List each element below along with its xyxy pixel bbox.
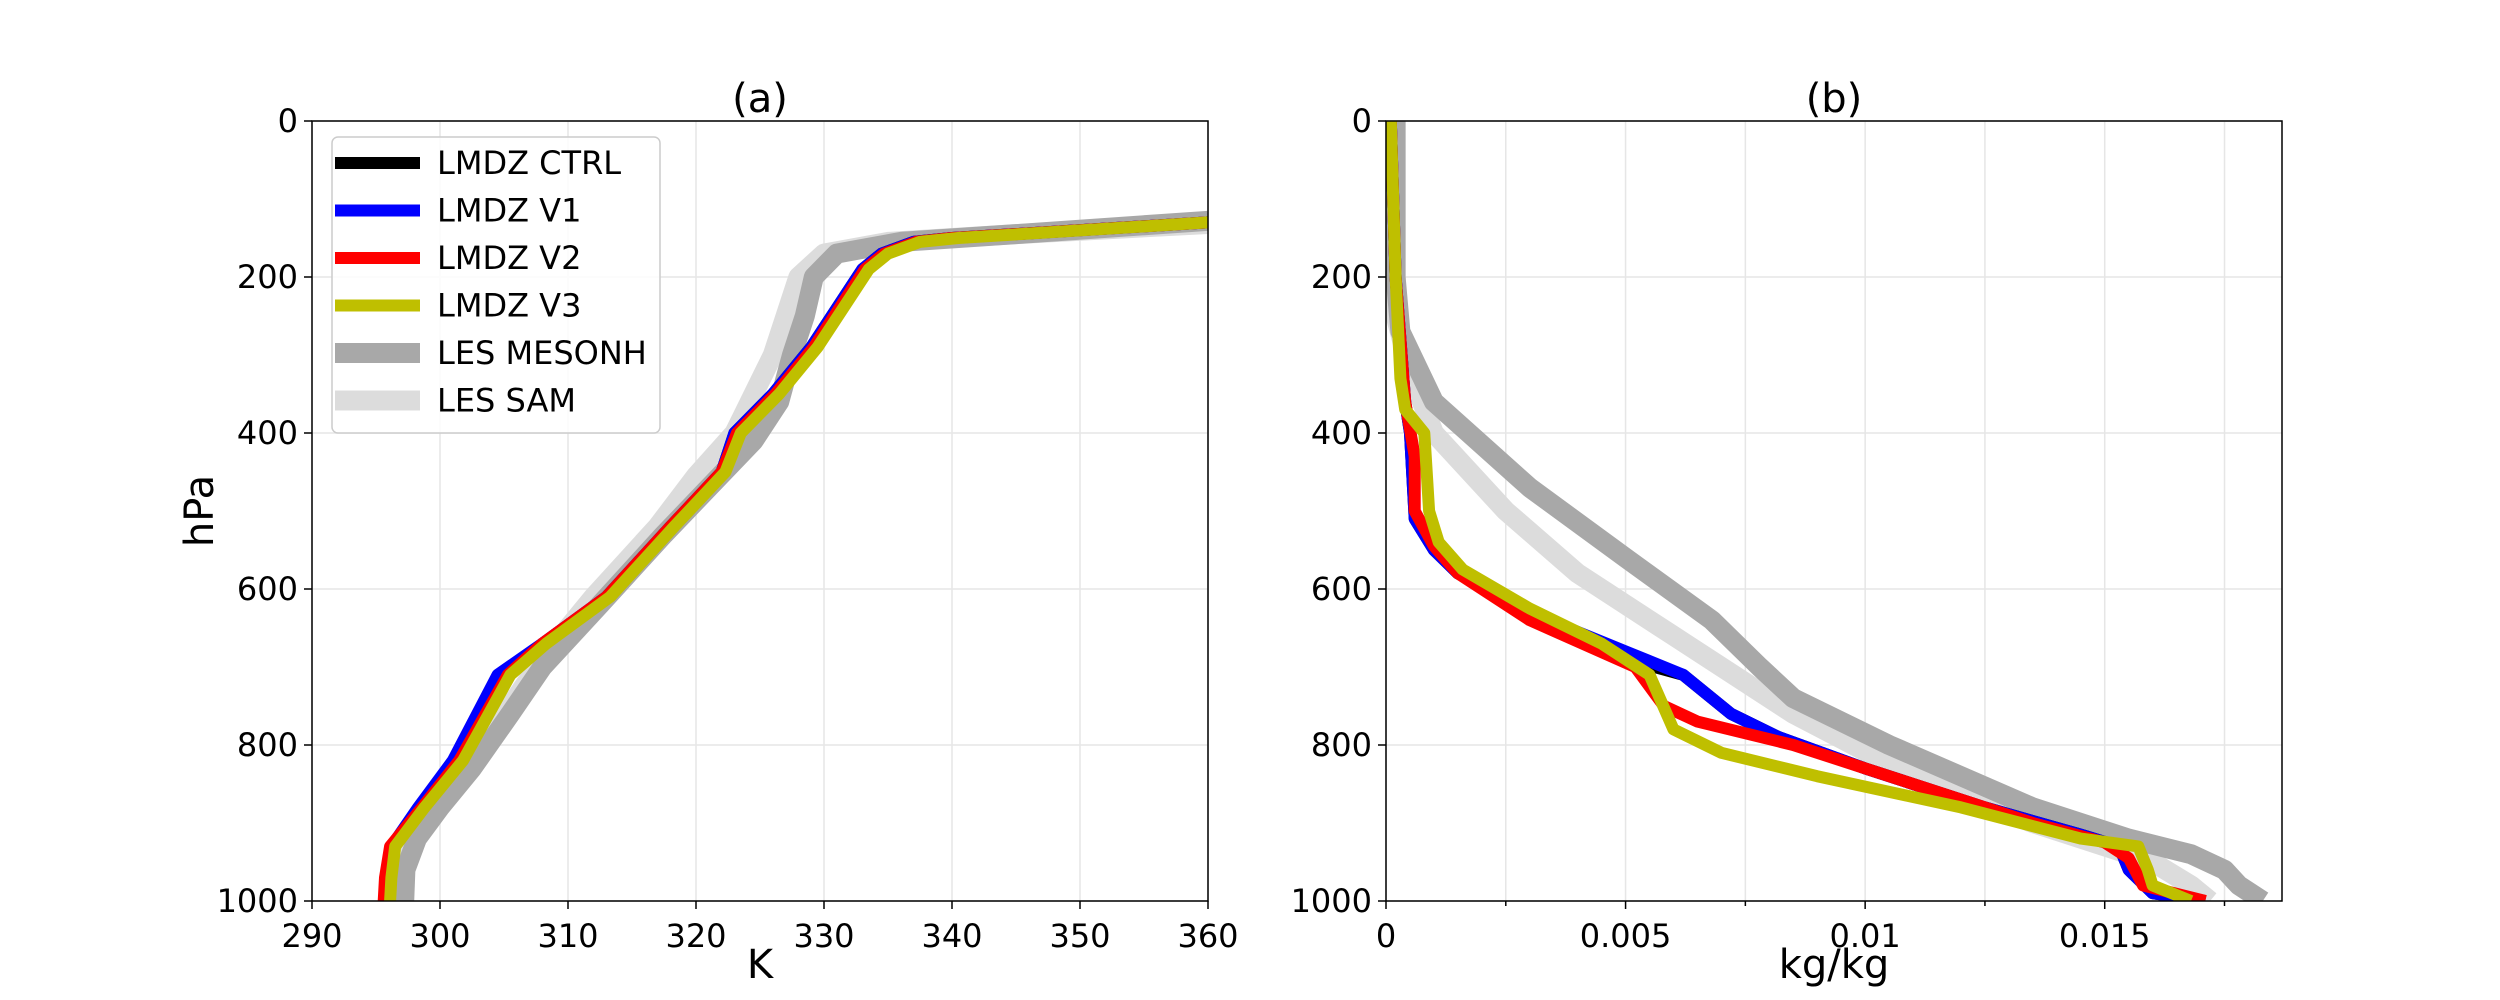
panel-b-x-axis-label: kg/kg — [1779, 942, 1890, 988]
x-tick-label: 0 — [1376, 917, 1396, 955]
legend-label-lmdz-v3: LMDZ V3 — [437, 287, 581, 325]
legend-label-lmdz-ctrl: LMDZ CTRL — [437, 144, 621, 182]
x-tick-label: 350 — [1049, 917, 1110, 955]
panel-b: 0 0.005 0.01 0.015 0 200 400 600 800 1000 (b) kg… — [1291, 76, 2283, 988]
panel-b-y-ticks: 0 200 400 600 800 1000 — [1291, 102, 1386, 920]
series-line-lmdz-v3 — [1386, 121, 2194, 901]
y-tick-label: 400 — [237, 414, 298, 452]
panel-a-y-axis-label: hPa — [177, 475, 223, 547]
panel-a-series — [377, 210, 1208, 901]
x-tick-label: 310 — [537, 917, 598, 955]
series-line-les-sam — [1386, 121, 2217, 901]
x-tick-label: 290 — [281, 917, 342, 955]
panel-a-legend: LMDZ CTRL LMDZ V1 LMDZ V2 LMDZ V3 LES MESONH… — [331, 136, 661, 434]
y-tick-label: 800 — [1311, 726, 1372, 764]
panel-a-x-axis-label: K — [747, 942, 775, 988]
panel-a-x-ticks: 290 300 310 320 330 340 350 360 — [281, 901, 1239, 955]
x-tick-label: 0.01 — [1830, 917, 1901, 955]
y-tick-label: 1000 — [1291, 882, 1372, 920]
panel-a-frame — [311, 120, 1209, 902]
legend-label-les-sam: LES SAM — [437, 382, 576, 420]
x-tick-label: 0.005 — [1580, 917, 1672, 955]
panel-a-title: (a) — [732, 76, 788, 122]
panel-b-series — [1386, 121, 2269, 901]
panel-a: 290 300 310 320 330 340 350 360 0 200 400 600 800 10… — [177, 76, 1239, 988]
x-tick-label: 0.015 — [2059, 917, 2151, 955]
legend-label-lmdz-v2: LMDZ V2 — [437, 239, 581, 277]
x-tick-label: 360 — [1177, 917, 1238, 955]
y-tick-label: 0 — [278, 102, 298, 140]
panel-b-x-ticks: 0 0.005 0.01 0.015 — [1376, 901, 2226, 955]
y-tick-label: 1000 — [217, 882, 298, 920]
legend-label-lmdz-v1: LMDZ V1 — [437, 192, 581, 230]
series-line-les-mesonh — [1386, 121, 2269, 901]
x-tick-label: 320 — [665, 917, 726, 955]
panel-b-frame — [1385, 120, 2283, 902]
y-tick-label: 200 — [237, 258, 298, 296]
y-tick-label: 600 — [1311, 570, 1372, 608]
y-tick-label: 400 — [1311, 414, 1372, 452]
series-line-lmdz-v3 — [384, 216, 1208, 901]
y-tick-label: 600 — [237, 570, 298, 608]
x-tick-label: 300 — [409, 917, 470, 955]
y-tick-label: 800 — [237, 726, 298, 764]
x-tick-label: 330 — [793, 917, 854, 955]
legend-label-les-mesonh: LES MESONH — [437, 334, 647, 372]
y-tick-label: 0 — [1352, 102, 1372, 140]
y-tick-label: 200 — [1311, 258, 1372, 296]
panel-a-y-ticks: 0 200 400 600 800 1000 — [217, 102, 312, 920]
panel-b-title: (b) — [1806, 76, 1863, 122]
x-tick-label: 340 — [921, 917, 982, 955]
